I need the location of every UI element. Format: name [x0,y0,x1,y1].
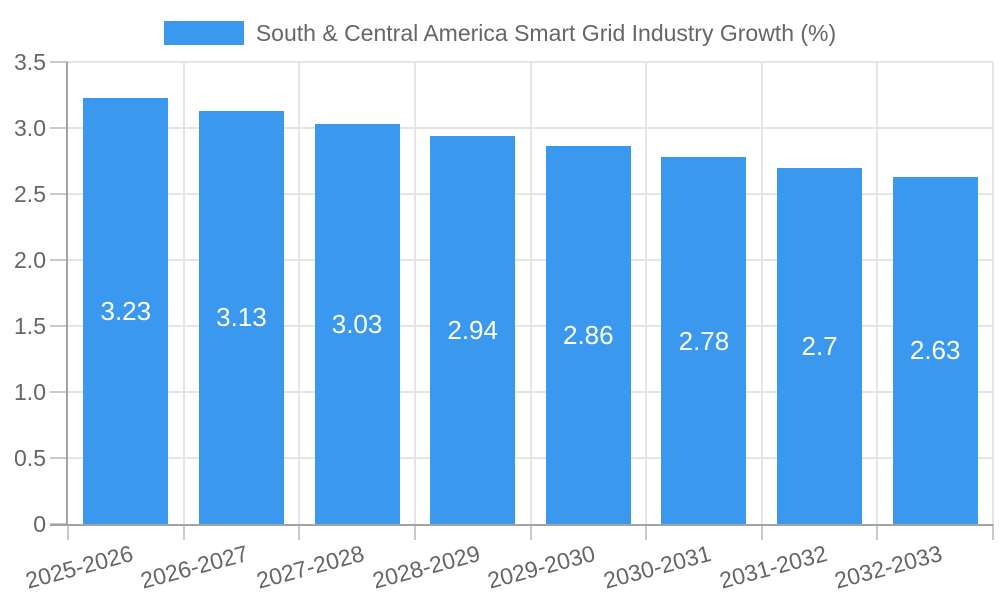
y-axis-tick-label: 3.0 [14,115,46,141]
x-axis-tick [645,524,648,540]
x-axis-line [50,524,993,526]
y-axis-tick [50,259,68,261]
bar-value-label: 2.78 [678,325,730,356]
x-axis-category-label: 2031-2032 [716,540,830,594]
y-axis-tick [50,391,68,393]
y-axis-tick [50,127,68,129]
x-axis-tick [760,524,763,540]
y-axis-tick-label: 0 [33,511,46,537]
y-axis-tick [50,457,68,459]
y-axis-tick [50,61,68,63]
x-axis-tick [992,524,994,540]
bar-value-label: 2.7 [801,330,838,361]
x-axis-category-label: 2028-2029 [369,540,483,594]
x-axis-tick [529,524,532,540]
bar-value-label: 2.63 [909,335,961,366]
y-axis-tick-label: 1.0 [14,379,46,405]
x-axis-category-label: 2026-2027 [138,540,252,594]
chart-title: South & Central America Smart Grid Indus… [255,20,837,46]
bar[interactable] [83,97,169,524]
bar-value-label: 3.13 [216,302,267,333]
bar[interactable] [661,157,747,524]
x-axis-tick [876,524,879,540]
bar[interactable] [430,135,516,524]
x-axis-tick [298,524,301,540]
chart-legend-item[interactable]: South & Central America Smart Grid Indus… [0,16,1000,50]
gridline-vertical [992,62,994,524]
y-axis-tick-label: 2.5 [14,181,46,207]
y-axis-tick [50,325,68,327]
x-axis-category-label: 2027-2028 [253,540,367,594]
legend-swatch-icon [163,21,244,45]
gridline-vertical [182,62,185,524]
gridline-vertical [876,62,879,524]
gridline-vertical [529,62,532,524]
bar-value-label: 2.86 [563,320,614,351]
y-axis-tick-label: 3.5 [14,49,46,75]
y-axis-tick-label: 1.5 [14,313,46,339]
bar-value-label: 3.03 [331,309,383,340]
y-axis-tick [50,193,68,195]
y-axis-tick-label: 2.0 [14,247,46,273]
x-axis-category-label: 2032-2033 [831,540,945,594]
bar[interactable] [892,176,978,524]
x-axis-category-label: 2030-2031 [600,540,714,594]
bar[interactable] [545,146,631,524]
gridline-vertical [760,62,763,524]
x-axis-category-label: 2029-2030 [485,540,599,594]
bar-value-label: 2.94 [447,314,498,345]
bar-value-label: 3.23 [100,295,152,326]
x-axis-category-label: 2025-2026 [22,540,136,594]
y-axis-tick-label: 0.5 [14,445,46,471]
gridline-vertical [413,62,416,524]
gridline-vertical [645,62,648,524]
y-axis-line [66,62,68,524]
bar[interactable] [198,110,284,524]
x-axis-tick [413,524,416,540]
gridline-vertical [298,62,301,524]
bar[interactable] [314,124,400,524]
x-axis-tick [67,524,69,540]
bar[interactable] [777,167,863,524]
x-axis-tick [182,524,185,540]
